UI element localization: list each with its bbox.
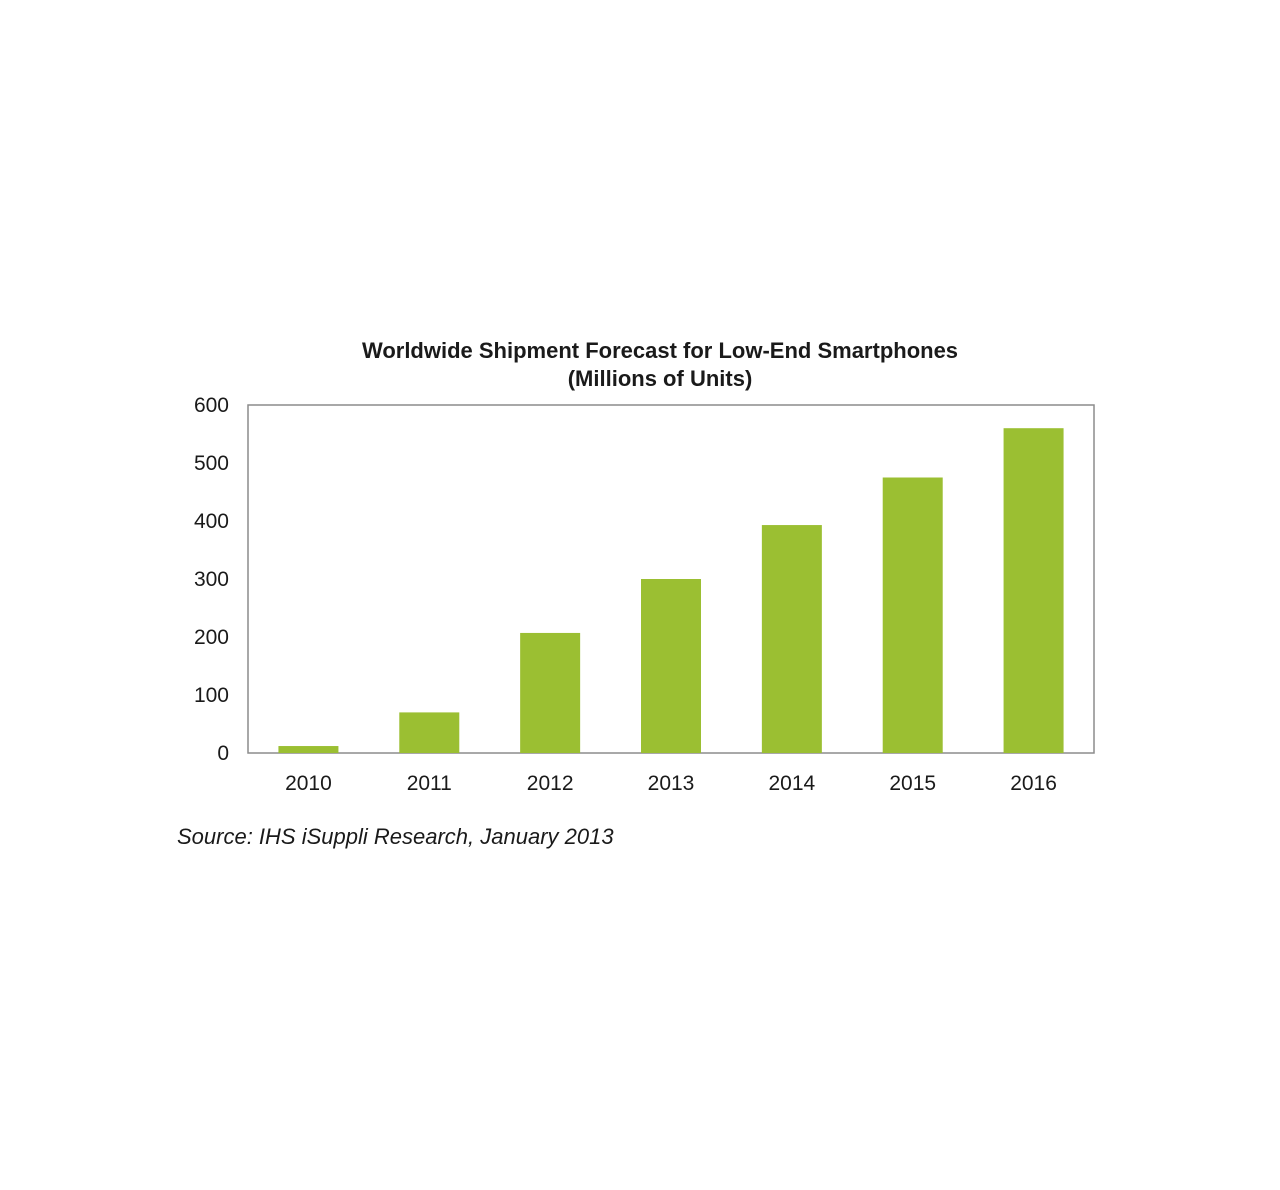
- y-tick-label: 400: [194, 510, 229, 533]
- bar-series: [278, 428, 1064, 753]
- x-tick-label: 2015: [889, 772, 936, 795]
- y-tick-label: 500: [194, 452, 229, 475]
- chart-subtitle: (Millions of Units): [568, 366, 753, 391]
- x-tick-label: 2014: [768, 772, 815, 795]
- y-axis-ticks: 0 100 200 300 400 500 600: [194, 394, 229, 765]
- y-tick-label: 300: [194, 568, 229, 591]
- bar-2015: [882, 477, 943, 753]
- x-tick-label: 2012: [527, 772, 574, 795]
- source-note: Source: IHS iSuppli Research, January 20…: [177, 824, 614, 849]
- chart-title: Worldwide Shipment Forecast for Low-End …: [362, 338, 958, 363]
- y-tick-label: 100: [194, 684, 229, 707]
- bar-2011: [399, 712, 460, 753]
- bar-2016: [1003, 428, 1064, 753]
- bar-2012: [520, 632, 581, 753]
- x-tick-label: 2011: [407, 772, 452, 795]
- y-tick-label: 600: [194, 394, 229, 417]
- bar-2010: [278, 746, 339, 753]
- y-tick-label: 0: [217, 742, 229, 765]
- x-tick-label: 2013: [648, 772, 695, 795]
- bar-2013: [641, 579, 701, 753]
- x-axis-ticks: 2010 2011 2012 2013 2014 2015 2016: [285, 772, 1057, 795]
- x-tick-label: 2010: [285, 772, 332, 795]
- bar-2014: [761, 525, 822, 753]
- y-tick-label: 200: [194, 626, 229, 649]
- x-tick-label: 2016: [1010, 772, 1057, 795]
